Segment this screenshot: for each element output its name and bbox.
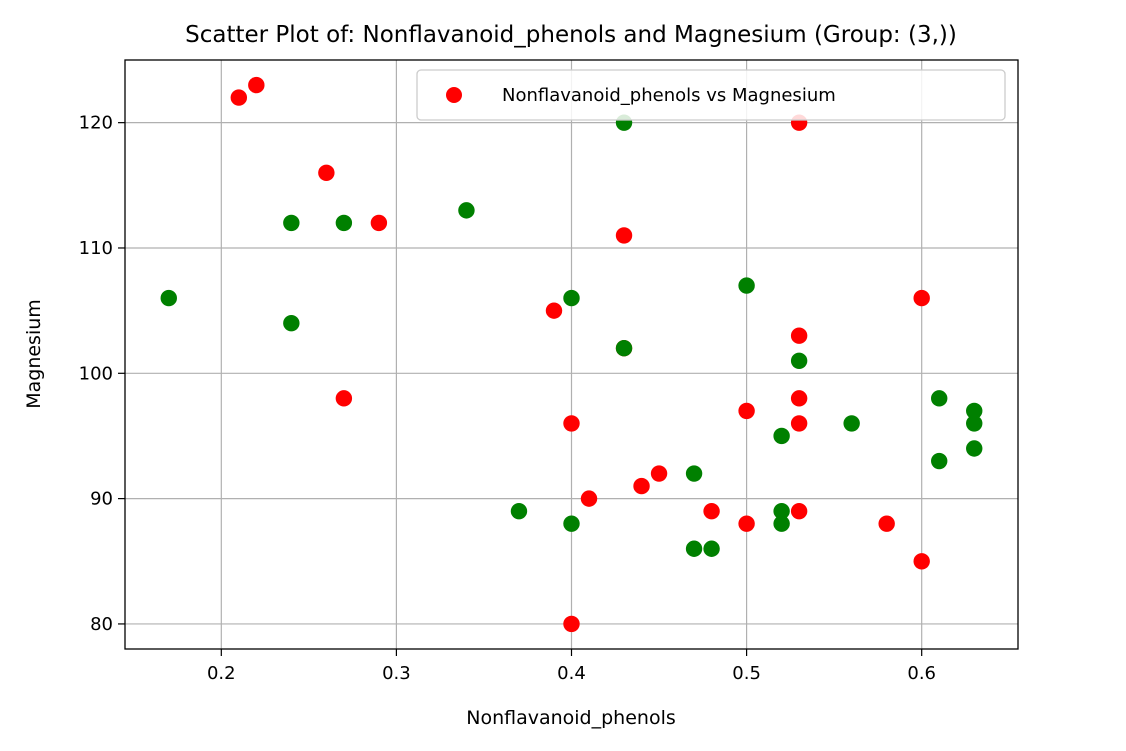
x-tick-label: 0.4 [557,663,586,684]
data-point-red [633,477,650,495]
y-tick-label: 90 [90,489,113,510]
data-point-green [283,314,300,332]
data-point-red [370,214,388,232]
data-point-green [685,540,703,557]
data-point-red [545,302,563,319]
legend-box [416,69,1006,121]
data-point-green [510,502,528,520]
data-point-green [931,452,948,470]
data-point-red [913,289,930,307]
y-tick-label: 120 [79,113,113,134]
x-tick-label: 0.6 [907,663,936,684]
data-point-red [790,327,808,344]
data-point-red [790,390,808,407]
data-point-green [790,352,808,369]
data-point-green [685,465,703,482]
legend-marker-red [446,87,462,103]
chart-title: Scatter Plot of: Nonflavanoid_phenols an… [185,22,957,48]
x-tick-label: 0.2 [207,663,236,684]
data-point-green [966,415,983,432]
data-points [160,76,983,633]
data-point-green [843,415,860,432]
data-point-red [650,465,668,482]
legend: Nonflavanoid_phenols vs Magnesium [416,69,1006,121]
data-point-red [878,515,895,532]
data-point-green [966,440,983,457]
data-point-green [773,427,790,445]
data-point-green [703,540,720,557]
data-point-green [931,390,948,407]
data-point-green [335,214,353,232]
y-axis-label: Magnesium [23,299,45,409]
data-point-green [773,502,790,520]
x-axis-label: Nonflavanoid_phenols [466,707,676,729]
data-point-red [335,390,353,407]
data-point-red [248,76,265,94]
data-point-green [160,289,177,307]
data-point-green [738,277,755,294]
data-point-red [230,89,248,106]
data-point-green [966,402,983,420]
data-point-green [563,289,580,307]
y-tick-label: 110 [79,238,113,259]
data-point-green [615,340,633,357]
data-point-red [318,164,335,181]
axis-ticks: 0.2 0.3 0.4 0.5 0.6 80 90 100 110 120 [79,113,936,684]
x-tick-label: 0.5 [732,663,761,684]
data-point-red [563,615,580,633]
data-point-green [773,515,790,532]
data-point-green [458,202,475,219]
data-point-red [580,490,598,507]
y-tick-label: 80 [90,614,113,635]
data-point-red [615,227,633,244]
x-tick-label: 0.3 [382,663,411,684]
data-point-red [738,402,755,420]
data-point-red [738,515,755,532]
legend-label: Nonflavanoid_phenols vs Magnesium [502,85,836,106]
data-point-red [790,415,808,432]
data-point-green [563,515,580,532]
data-point-red [913,553,930,570]
data-point-red [790,502,808,520]
data-point-green [283,214,300,232]
y-tick-label: 100 [79,363,113,384]
data-point-red [703,502,720,520]
data-point-red [563,415,580,432]
